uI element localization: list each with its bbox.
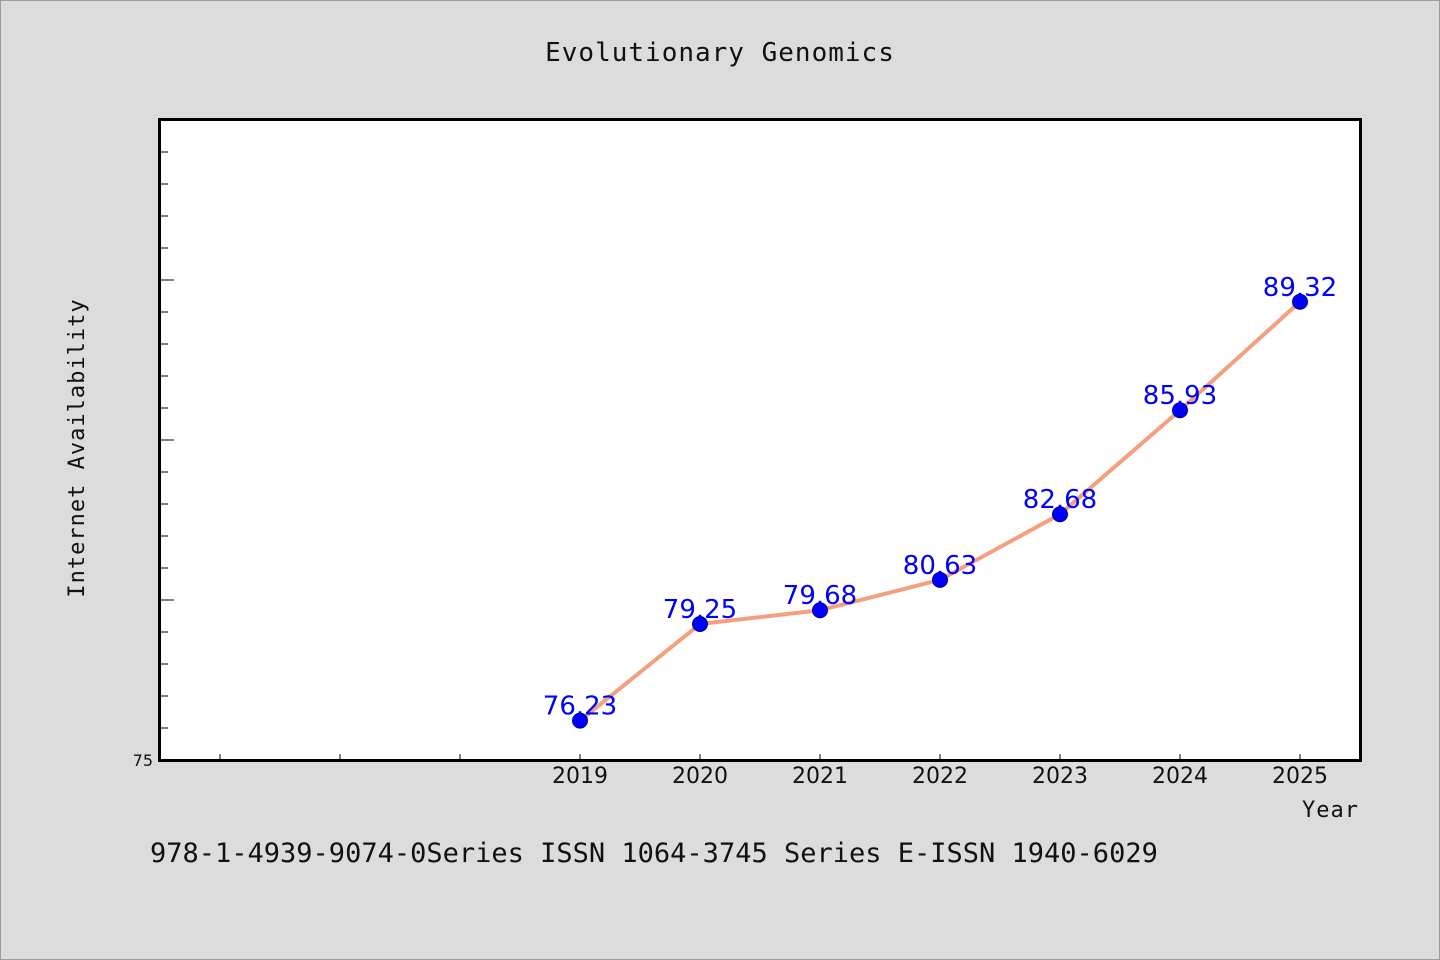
x-tick-label: 2020 — [672, 764, 728, 789]
data-label: 80.63 — [903, 551, 977, 581]
x-tick-label: 2022 — [912, 764, 968, 789]
x-axis-label: Year — [1302, 798, 1359, 823]
data-point — [692, 616, 708, 632]
x-tick-label: 2025 — [1272, 764, 1328, 789]
data-point — [1052, 506, 1068, 523]
y-tick-label: 75 — [133, 751, 153, 770]
data-label: 89.32 — [1263, 273, 1337, 303]
chart-title: Evolutionary Genomics — [545, 38, 895, 68]
plot-area — [158, 118, 1362, 762]
footer-text: 978-1-4939-9074-0Series ISSN 1064-3745 S… — [150, 838, 1158, 869]
x-axis-ticks: 2019 2020 2021 2022 2023 2024 2025 — [219, 754, 1328, 789]
data-point — [932, 571, 948, 588]
data-series: 76.23 79.25 79.68 80.63 82.68 85.93 89.32 — [543, 273, 1337, 729]
data-label: 79.25 — [663, 595, 737, 625]
x-tick-label: 2024 — [1152, 764, 1208, 789]
data-point — [812, 602, 828, 619]
y-axis-label: Internet Availability — [65, 298, 90, 597]
x-tick-label: 2019 — [552, 764, 608, 789]
data-label: 85.93 — [1143, 381, 1217, 411]
data-label: 79.68 — [783, 581, 857, 611]
y-axis-ticks — [160, 119, 174, 761]
data-point — [1172, 402, 1188, 419]
x-tick-label: 2023 — [1032, 764, 1088, 789]
data-point — [572, 712, 588, 729]
x-tick-label: 2021 — [792, 764, 848, 789]
data-point — [1292, 293, 1308, 310]
data-label: 82.68 — [1023, 485, 1097, 515]
data-label: 76.23 — [543, 692, 617, 722]
